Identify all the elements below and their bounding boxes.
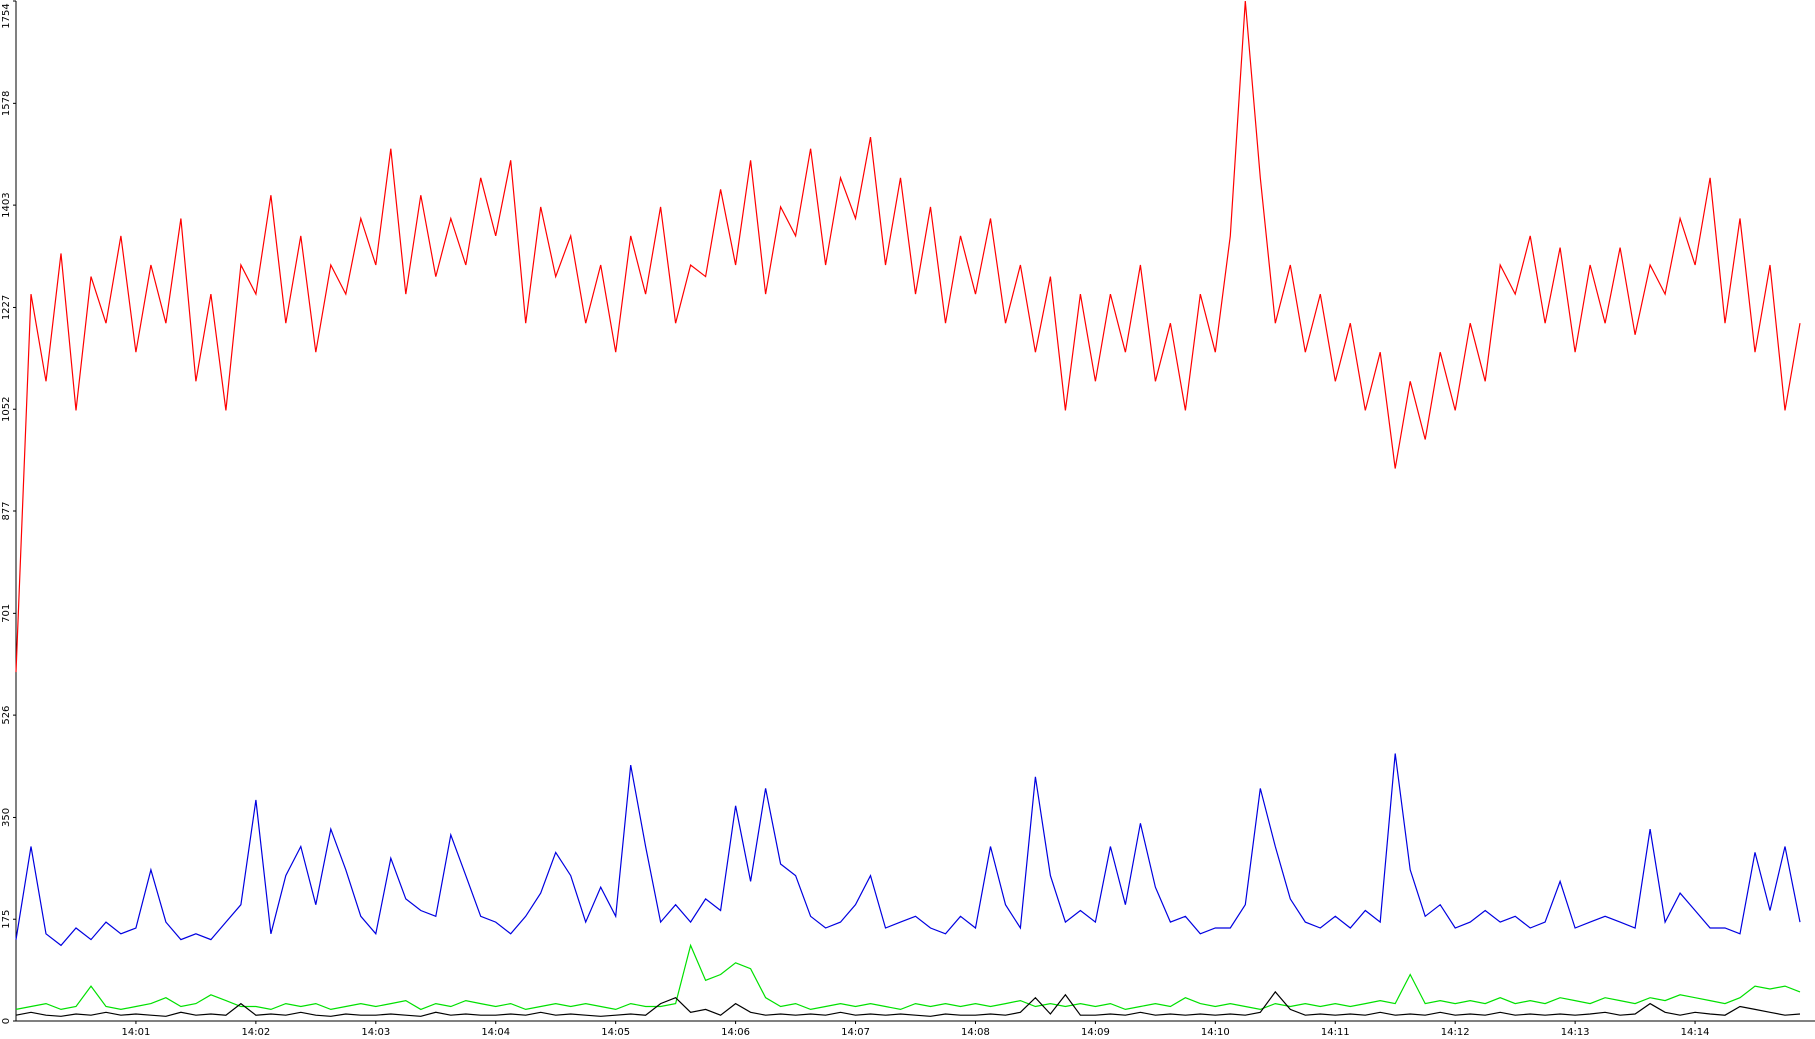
y-tick-label: 1227 (1, 295, 12, 320)
y-tick-label: 0 (1, 1018, 12, 1024)
x-tick-label: 14:06 (721, 1027, 750, 1038)
y-tick-label: 350 (1, 808, 12, 827)
x-tick-label: 14:10 (1201, 1027, 1230, 1038)
y-tick-label: 526 (1, 706, 12, 725)
y-tick-label: 701 (1, 604, 12, 623)
y-tick-label: 877 (1, 501, 12, 520)
x-tick-label: 14:11 (1321, 1027, 1350, 1038)
x-tick-label: 14:01 (122, 1027, 151, 1038)
y-tick-label: 1578 (1, 91, 12, 116)
y-tick-label: 175 (1, 910, 12, 929)
y-tick-label: 1403 (1, 192, 12, 217)
x-tick-label: 14:02 (241, 1027, 270, 1038)
x-tick-label: 14:05 (601, 1027, 630, 1038)
data-line (15, 753, 1801, 947)
x-tick-label: 14:04 (481, 1027, 510, 1038)
y-tick-label: 1052 (1, 397, 12, 422)
x-tick-label: 14:12 (1441, 1027, 1470, 1038)
x-tick-label: 14:03 (361, 1027, 390, 1038)
x-tick-label: 14:14 (1681, 1027, 1710, 1038)
data-line (15, 943, 1801, 1011)
data-line (15, 0, 1801, 673)
x-tick-label: 14:08 (961, 1027, 990, 1038)
y-tick-label: 1754 (1, 3, 12, 28)
data-line (15, 990, 1801, 1017)
x-tick-label: 14:09 (1081, 1027, 1110, 1038)
x-tick-label: 14:13 (1561, 1027, 1590, 1038)
x-tick-label: 14:07 (841, 1027, 870, 1038)
